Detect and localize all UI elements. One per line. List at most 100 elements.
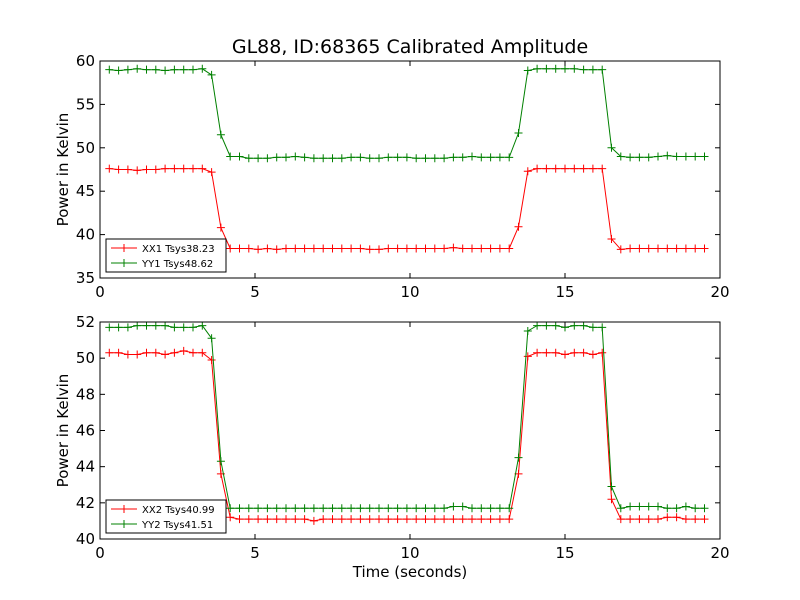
data-point-marker (654, 502, 662, 511)
data-point-marker (319, 154, 328, 163)
data-point-marker (337, 504, 346, 513)
data-point-marker (179, 346, 188, 355)
data-point-marker (588, 164, 597, 173)
data-point-marker (533, 64, 542, 73)
data-point-marker (300, 153, 309, 162)
y-tick-label: 35 (76, 269, 95, 287)
data-point-marker (588, 65, 597, 74)
data-point-marker (514, 129, 523, 138)
legend-label: XX2 Tsys40.99 (142, 505, 215, 516)
data-point-marker (616, 504, 625, 513)
data-point-marker (449, 153, 458, 162)
data-point-marker (449, 515, 458, 524)
data-point-marker (654, 244, 662, 253)
data-point-marker (105, 65, 114, 74)
data-point-marker (244, 244, 253, 253)
data-point-marker (440, 515, 449, 524)
data-point-marker (272, 504, 281, 513)
data-point-marker (328, 515, 337, 524)
data-point-marker (561, 64, 569, 73)
legend-box (105, 499, 227, 534)
x-tick-label: 20 (710, 283, 729, 301)
data-point-marker (421, 244, 430, 253)
data-point-marker (672, 244, 681, 253)
data-point-marker (309, 504, 318, 513)
data-point-marker (402, 153, 411, 162)
data-point-marker (244, 504, 253, 513)
data-point-marker (440, 244, 449, 253)
data-point-marker (161, 164, 170, 173)
data-point-marker (551, 164, 560, 173)
data-point-marker (254, 154, 263, 163)
data-point-marker (579, 65, 588, 74)
data-point-marker (123, 323, 132, 332)
data-point-marker (226, 504, 235, 513)
data-point-marker (598, 65, 607, 74)
data-point-marker (244, 515, 253, 524)
data-point-marker (542, 64, 551, 73)
x-tick-label: 15 (555, 283, 574, 301)
data-point-marker (151, 321, 160, 330)
data-point-marker (561, 350, 569, 359)
y-tick-label: 40 (76, 530, 95, 548)
legend-label: YY1 Tsys48.62 (141, 259, 213, 270)
data-point-marker (551, 348, 560, 357)
data-point-marker (133, 64, 142, 73)
data-point-marker (384, 244, 393, 253)
x-tick-label: 0 (95, 283, 105, 301)
data-point-marker (570, 64, 579, 73)
data-point-marker (681, 152, 690, 161)
data-point-marker (514, 222, 523, 231)
data-point-marker (468, 504, 476, 513)
data-point-marker (626, 153, 635, 162)
data-point-marker (663, 244, 672, 253)
data-point-marker (663, 504, 672, 513)
data-point-marker (226, 513, 235, 522)
data-point-marker (235, 515, 244, 524)
x-tick-label: 5 (250, 283, 260, 301)
data-point-marker (151, 165, 160, 174)
data-point-marker (616, 152, 625, 161)
data-point-marker (626, 502, 635, 511)
data-point-marker (635, 244, 644, 253)
data-point-marker (151, 348, 160, 357)
legend-label: XX1 Tsys38.23 (142, 244, 215, 255)
data-point-marker (114, 348, 123, 357)
data-point-marker (170, 164, 179, 173)
data-point-marker (672, 504, 681, 513)
data-point-marker (179, 323, 188, 332)
data-point-marker (440, 154, 449, 163)
data-point-marker (142, 65, 151, 74)
data-point-marker (486, 504, 495, 513)
data-point-marker (291, 244, 300, 253)
data-point-marker (282, 244, 290, 253)
data-point-marker (672, 152, 681, 161)
data-point-marker (254, 515, 263, 524)
data-point-marker (626, 515, 635, 524)
y-tick-label: 48 (76, 385, 95, 403)
data-point-marker (133, 166, 142, 175)
data-point-marker (644, 244, 653, 253)
data-point-marker (486, 153, 495, 162)
data-point-marker (105, 348, 114, 357)
x-axis-label: Time (seconds) (352, 563, 468, 581)
data-point-marker (365, 245, 374, 254)
data-point-marker (542, 164, 551, 173)
legend-label: YY2 Tsys41.51 (141, 520, 213, 531)
legend-box (105, 238, 227, 273)
legend-marker (120, 259, 128, 267)
data-point-marker (161, 350, 170, 359)
x-tick-label: 20 (710, 544, 729, 562)
data-point-marker (282, 504, 290, 513)
data-point-marker (514, 453, 523, 462)
data-point-marker (468, 152, 476, 161)
data-point-marker (393, 515, 402, 524)
data-point-marker (691, 152, 700, 161)
data-point-marker (226, 152, 235, 161)
data-point-marker (254, 504, 263, 513)
data-point-marker (254, 245, 263, 254)
data-point-marker (542, 321, 551, 330)
data-point-marker (216, 130, 225, 139)
data-point-marker (198, 64, 207, 73)
data-point-marker (644, 502, 653, 511)
